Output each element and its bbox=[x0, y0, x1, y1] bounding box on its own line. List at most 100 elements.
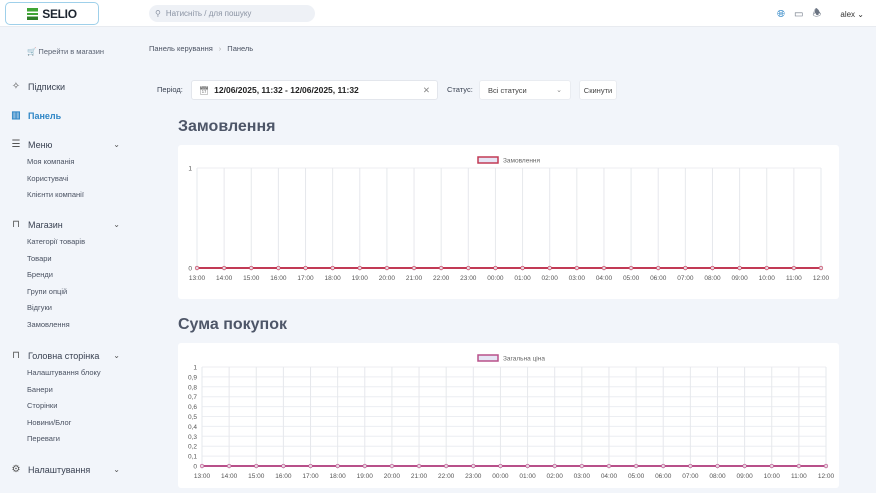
chevron-down-icon: ⌄ bbox=[857, 10, 864, 19]
monitor-icon[interactable]: ▭ bbox=[793, 9, 804, 20]
sidebar-subitem[interactable]: Переваги bbox=[27, 434, 60, 443]
data-point bbox=[411, 265, 417, 271]
sidebar-item-4[interactable]: ⊓ Головна сторінка ⌄ bbox=[10, 350, 120, 361]
data-point bbox=[222, 265, 227, 271]
data-point bbox=[606, 463, 612, 469]
data-point bbox=[498, 463, 503, 469]
y-tick-label: 0,2 bbox=[188, 444, 197, 451]
legend-swatch bbox=[477, 156, 499, 164]
sidebar-subitem[interactable]: Відгуки bbox=[27, 303, 53, 312]
home-box-icon: ⊓ bbox=[12, 350, 20, 361]
data-point bbox=[737, 265, 742, 271]
y-tick-label: 0 bbox=[193, 464, 197, 471]
data-point bbox=[493, 265, 498, 271]
y-tick-label: 1 bbox=[193, 365, 197, 372]
logo[interactable]: SELIO bbox=[5, 2, 99, 25]
bell-icon[interactable]: 🕭︎ bbox=[812, 8, 822, 19]
user-menu[interactable]: alex ⌄ bbox=[840, 10, 864, 19]
reset-button[interactable]: Скинути bbox=[579, 80, 617, 100]
x-tick-label: 06:00 bbox=[655, 473, 672, 480]
status-value: Всі статуси bbox=[488, 85, 527, 95]
data-point bbox=[194, 265, 200, 271]
data-point bbox=[199, 463, 205, 469]
data-point bbox=[335, 463, 340, 469]
period-value: 12/06/2025, 11:32 - 12/06/2025, 11:32 bbox=[214, 85, 359, 95]
x-tick-label: 03:00 bbox=[569, 275, 586, 282]
user-name: alex bbox=[840, 10, 856, 19]
sidebar-subitem[interactable]: Товари bbox=[27, 253, 52, 263]
sidebar-item-label: Панель bbox=[28, 110, 62, 121]
data-point bbox=[227, 463, 232, 469]
breadcrumb: Панель керування › Панель bbox=[149, 44, 254, 53]
search-icon: ⚲ bbox=[155, 9, 161, 18]
sidebar-subitem[interactable]: Налаштування блоку bbox=[27, 368, 101, 377]
x-tick-label: 17:00 bbox=[302, 473, 319, 480]
sidebar-subitem[interactable]: Замовлення bbox=[27, 319, 70, 329]
sidebar-item-3[interactable]: ⊓ Магазин ⌄ bbox=[10, 219, 120, 230]
x-tick-label: 15:00 bbox=[248, 473, 265, 480]
sidebar-item-1[interactable]: ▥ Панель bbox=[10, 110, 120, 121]
x-tick-label: 08:00 bbox=[709, 473, 726, 480]
status-select[interactable]: Всі статуси ⌄ bbox=[479, 80, 571, 100]
x-tick-label: 10:00 bbox=[764, 473, 781, 480]
data-point bbox=[389, 463, 395, 469]
data-point bbox=[579, 463, 584, 469]
data-point bbox=[308, 463, 313, 469]
sidebar-subitem[interactable]: Користувачі bbox=[27, 173, 69, 183]
data-point bbox=[661, 463, 666, 469]
x-tick-label: 12:00 bbox=[813, 275, 830, 282]
x-tick-label: 18:00 bbox=[330, 473, 347, 480]
chevron-down-icon: ⌄ bbox=[113, 140, 120, 149]
data-point bbox=[688, 463, 693, 469]
sidebar-subitem[interactable]: Бренди bbox=[27, 270, 53, 279]
sidebar-subitem[interactable]: Новини/Блог bbox=[27, 417, 72, 427]
x-tick-label: 07:00 bbox=[677, 275, 694, 282]
breadcrumb-dashboard[interactable]: Панель керування bbox=[149, 44, 213, 53]
search-input[interactable] bbox=[165, 9, 306, 18]
data-point bbox=[357, 265, 362, 271]
sidebar-subitem[interactable]: Банери bbox=[27, 384, 53, 394]
x-tick-label: 16:00 bbox=[275, 473, 292, 480]
data-point bbox=[628, 265, 634, 271]
y-tick-label: 0,5 bbox=[188, 414, 197, 421]
legend-label: Загальна ціна bbox=[503, 355, 545, 363]
list-icon: ☰ bbox=[11, 139, 21, 150]
x-tick-label: 14:00 bbox=[221, 473, 238, 480]
x-tick-label: 21:00 bbox=[411, 473, 428, 480]
x-tick-label: 21:00 bbox=[406, 275, 423, 282]
search-box[interactable]: ⚲ bbox=[149, 5, 315, 22]
x-tick-label: 11:00 bbox=[791, 473, 807, 480]
sparkles-icon: ✧ bbox=[11, 81, 21, 92]
y-tick-label: 0,7 bbox=[188, 394, 197, 401]
x-tick-label: 18:00 bbox=[325, 275, 342, 282]
x-tick-label: 16:00 bbox=[270, 275, 287, 282]
globe-icon[interactable]: 🌐︎ bbox=[776, 9, 785, 20]
sidebar-subitem[interactable]: Категорії товарів bbox=[27, 237, 86, 246]
bar-chart-icon: ▥ bbox=[11, 110, 21, 121]
go-to-shop-link[interactable]: 🛒 Перейти в магазин bbox=[27, 47, 105, 56]
x-tick-label: 05:00 bbox=[628, 473, 645, 480]
sum-title: Сума покупок bbox=[178, 316, 287, 333]
sidebar-item-2[interactable]: ☰ Меню ⌄ bbox=[10, 139, 120, 150]
x-tick-label: 00:00 bbox=[487, 275, 504, 282]
period-date-range-input[interactable]: 📅︎ 12/06/2025, 11:32 - 12/06/2025, 11:32 ✕ bbox=[191, 80, 438, 100]
sidebar-item-label: Підписки bbox=[28, 81, 66, 92]
x-tick-label: 02:00 bbox=[547, 473, 564, 480]
sidebar-subitem[interactable]: Клієнти компанії bbox=[27, 190, 84, 199]
sidebar-subitem[interactable]: Сторінки bbox=[27, 401, 58, 410]
sidebar-subitem[interactable]: Моя компанія bbox=[27, 157, 75, 166]
gear-icon: ⚙ bbox=[11, 464, 21, 475]
y-tick-label: 0,4 bbox=[188, 424, 197, 431]
data-point bbox=[715, 463, 720, 469]
data-point bbox=[552, 463, 557, 469]
x-tick-label: 20:00 bbox=[384, 473, 401, 480]
breadcrumb-current: Панель bbox=[227, 44, 254, 53]
clear-icon[interactable]: ✕ bbox=[422, 84, 430, 95]
x-tick-label: 22:00 bbox=[433, 275, 450, 282]
sidebar-item-0[interactable]: ✧ Підписки bbox=[10, 81, 120, 92]
orders-chart-card: 0 1 13:00 14:00 15:00 16:00 17:00 18:00 19:00 20:… bbox=[178, 145, 839, 299]
sidebar-subitem[interactable]: Групи опцій bbox=[27, 286, 68, 296]
x-tick-label: 19:00 bbox=[357, 473, 374, 480]
sidebar-item-5[interactable]: ⚙ Налаштування ⌄ bbox=[10, 464, 120, 475]
x-tick-label: 13:00 bbox=[189, 275, 206, 282]
